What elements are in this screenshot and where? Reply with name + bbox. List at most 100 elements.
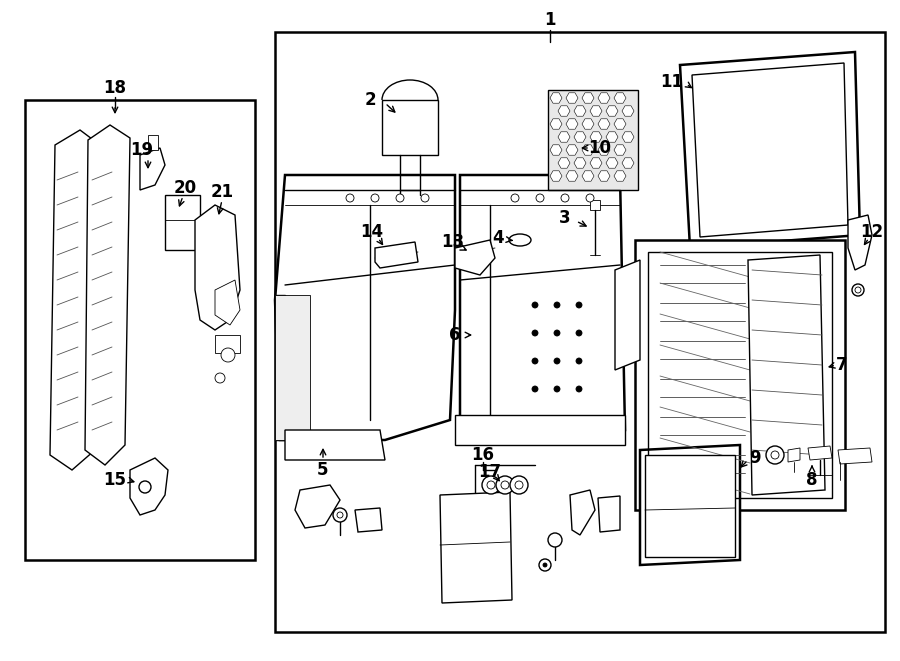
Circle shape [532, 386, 538, 392]
Polygon shape [606, 106, 618, 116]
Polygon shape [566, 93, 578, 103]
Polygon shape [570, 490, 595, 535]
Polygon shape [566, 171, 578, 181]
Bar [25, 100, 255, 560]
Polygon shape [848, 215, 872, 270]
Circle shape [548, 533, 562, 547]
Polygon shape [574, 106, 586, 116]
Text: 7: 7 [836, 356, 848, 374]
Circle shape [539, 559, 551, 571]
Circle shape [421, 194, 429, 202]
Polygon shape [598, 93, 610, 103]
Text: 4: 4 [492, 229, 504, 247]
Text: 1: 1 [544, 11, 556, 29]
Polygon shape [275, 295, 310, 440]
Polygon shape [275, 175, 455, 440]
Polygon shape [598, 496, 620, 532]
Polygon shape [582, 171, 594, 181]
Bar [148, 135, 158, 150]
Circle shape [346, 194, 354, 202]
Polygon shape [748, 255, 825, 495]
Polygon shape [582, 145, 594, 155]
Polygon shape [614, 119, 626, 129]
Circle shape [554, 330, 560, 336]
Text: 2: 2 [364, 91, 376, 109]
Polygon shape [285, 430, 385, 460]
Circle shape [576, 302, 582, 308]
Bar [215, 335, 240, 353]
Circle shape [139, 481, 151, 493]
Polygon shape [808, 446, 832, 460]
Circle shape [855, 287, 861, 293]
Polygon shape [550, 171, 562, 181]
Polygon shape [375, 242, 418, 268]
Text: 17: 17 [479, 463, 501, 481]
Polygon shape [614, 93, 626, 103]
Circle shape [543, 563, 547, 567]
Polygon shape [788, 448, 800, 462]
Polygon shape [355, 508, 382, 532]
Circle shape [337, 512, 343, 518]
Polygon shape [598, 171, 610, 181]
Polygon shape [635, 240, 845, 510]
Polygon shape [550, 93, 562, 103]
Polygon shape [215, 280, 240, 325]
Polygon shape [195, 205, 240, 330]
Polygon shape [382, 100, 438, 155]
Polygon shape [622, 132, 634, 142]
Circle shape [511, 194, 519, 202]
Polygon shape [692, 63, 848, 237]
Circle shape [396, 194, 404, 202]
Circle shape [487, 481, 495, 489]
Text: 8: 8 [806, 471, 818, 489]
Polygon shape [295, 485, 340, 528]
Polygon shape [590, 132, 602, 142]
Polygon shape [838, 448, 872, 464]
Text: 13: 13 [441, 233, 464, 251]
Polygon shape [50, 130, 100, 470]
Polygon shape [614, 145, 626, 155]
Circle shape [515, 481, 523, 489]
Polygon shape [566, 145, 578, 155]
Text: 14: 14 [360, 223, 383, 241]
Polygon shape [574, 158, 586, 168]
Text: 6: 6 [449, 326, 461, 344]
Text: 5: 5 [317, 461, 328, 479]
Polygon shape [455, 240, 495, 275]
Circle shape [333, 508, 347, 522]
Polygon shape [640, 445, 740, 565]
Polygon shape [275, 295, 285, 440]
Bar [548, 90, 638, 190]
Polygon shape [550, 119, 562, 129]
Circle shape [766, 446, 784, 464]
Circle shape [852, 284, 864, 296]
Circle shape [532, 330, 538, 336]
Polygon shape [558, 132, 570, 142]
Text: 10: 10 [589, 139, 611, 157]
Polygon shape [558, 106, 570, 116]
Bar [275, 32, 885, 632]
Circle shape [371, 194, 379, 202]
Circle shape [501, 481, 509, 489]
Polygon shape [455, 415, 625, 445]
Circle shape [561, 194, 569, 202]
Polygon shape [440, 492, 512, 603]
Circle shape [554, 302, 560, 308]
Polygon shape [680, 52, 860, 248]
Circle shape [215, 373, 225, 383]
Polygon shape [550, 145, 562, 155]
Polygon shape [606, 132, 618, 142]
Polygon shape [622, 158, 634, 168]
Circle shape [586, 194, 594, 202]
Circle shape [576, 386, 582, 392]
Polygon shape [460, 175, 625, 430]
Polygon shape [140, 148, 165, 190]
Text: 12: 12 [860, 223, 884, 241]
Polygon shape [598, 145, 610, 155]
Circle shape [510, 476, 528, 494]
Text: 20: 20 [174, 179, 196, 197]
Circle shape [576, 358, 582, 364]
Polygon shape [614, 171, 626, 181]
Circle shape [554, 358, 560, 364]
Polygon shape [574, 132, 586, 142]
